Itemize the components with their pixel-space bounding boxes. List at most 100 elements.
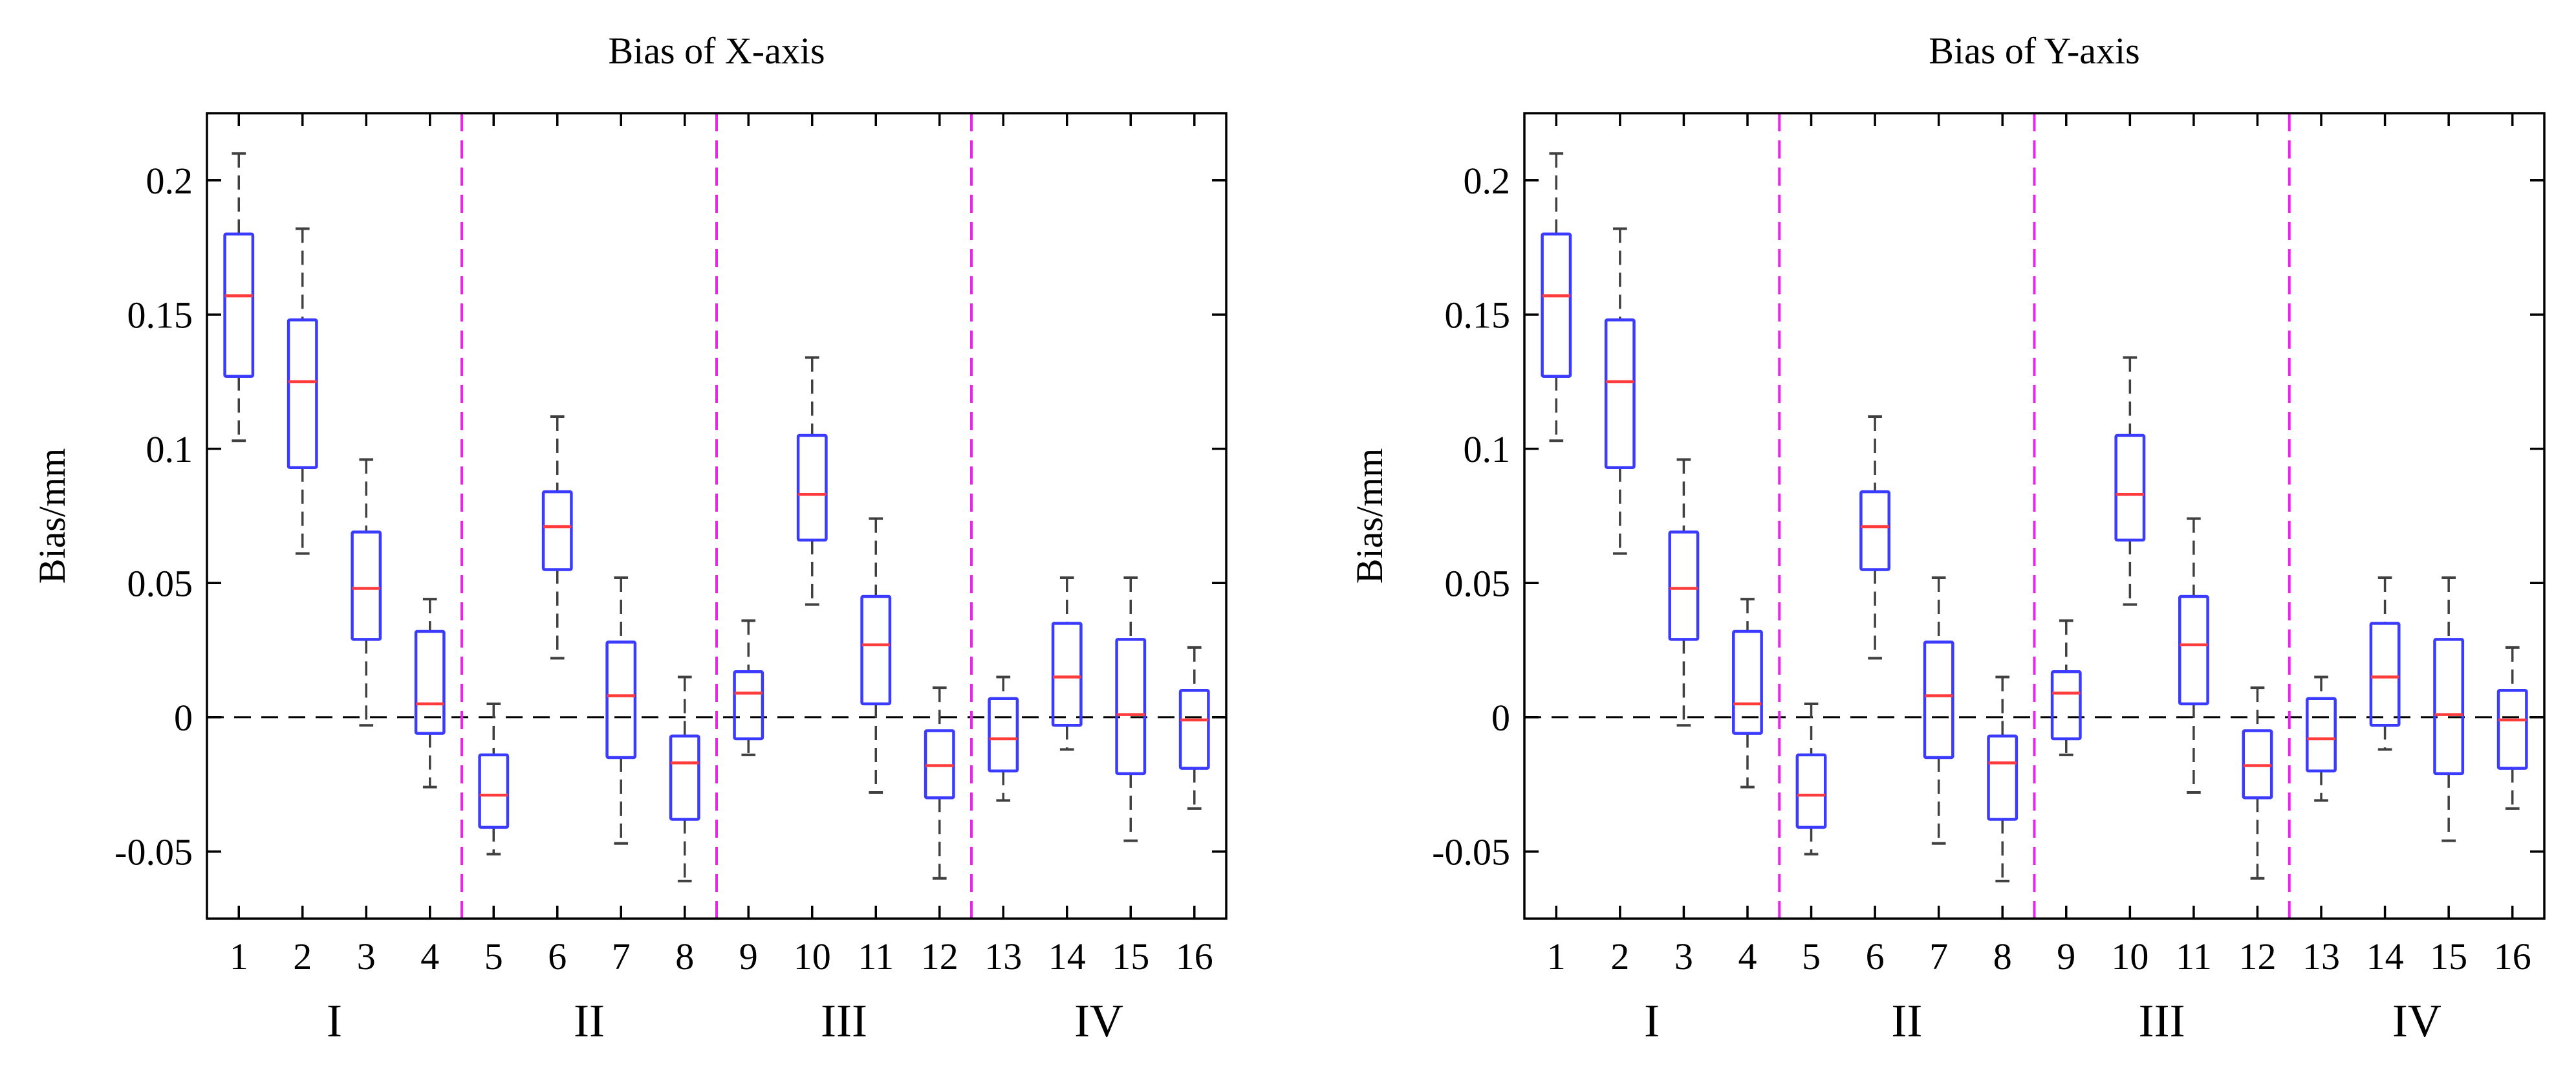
box-4: [414, 598, 446, 789]
box-12: [2242, 686, 2273, 880]
x-tick-label: 1: [230, 935, 248, 977]
x-tick-label: 4: [420, 935, 439, 977]
iqr-box: [2178, 595, 2209, 706]
iqr-box: [1795, 753, 1827, 829]
x-tick-label: 2: [293, 935, 312, 977]
box-6: [541, 415, 573, 660]
x-tick-label: 14: [1048, 935, 1086, 977]
x-tick-label: 10: [2111, 935, 2148, 977]
y-tick-label: 0.1: [146, 428, 193, 470]
y-tick-label: 0.1: [1464, 428, 1511, 470]
y-tick-label: -0.05: [114, 831, 193, 873]
x-tick-label: 7: [1929, 935, 1948, 977]
y-tick-label: 0: [1491, 697, 1510, 739]
iqr-box: [1115, 638, 1147, 776]
iqr-box: [2050, 670, 2082, 741]
x-tick-label: 6: [548, 935, 567, 977]
x-tick-label: 12: [2238, 935, 2276, 977]
group-label-III: III: [821, 995, 867, 1047]
box-15: [1115, 576, 1147, 842]
x-tick-label: 1: [1547, 935, 1566, 977]
y-tick-label: 0.05: [127, 562, 193, 604]
iqr-box: [2369, 622, 2401, 727]
box-1: [223, 152, 255, 442]
box-16: [1178, 646, 1210, 810]
iqr-box: [478, 753, 510, 829]
x-tick-label: 6: [1866, 935, 1885, 977]
iqr-box: [2496, 689, 2528, 770]
x-tick-label: 15: [1112, 935, 1149, 977]
chart-title: Bias of X-axis: [608, 30, 825, 72]
box-8: [1987, 675, 2019, 882]
box-5: [1795, 703, 1827, 856]
iqr-box: [351, 530, 382, 641]
box-13: [2306, 675, 2337, 802]
box-16: [2496, 646, 2528, 810]
box-9: [733, 619, 764, 756]
iqr-box: [796, 433, 828, 542]
iqr-box: [1668, 530, 1700, 641]
iqr-box: [605, 640, 637, 759]
x-tick-label: 16: [2494, 935, 2531, 977]
box-10: [796, 356, 828, 606]
iqr-box: [2433, 638, 2465, 776]
x-tick-label: 13: [984, 935, 1022, 977]
plot-frame: [206, 112, 1228, 920]
box-3: [1668, 458, 1700, 727]
box-6: [1859, 415, 1891, 660]
box-14: [2369, 576, 2401, 751]
box-10: [2114, 356, 2146, 606]
iqr-box: [1178, 689, 1210, 770]
box-12: [924, 686, 955, 880]
y-tick-label: 0.05: [1445, 562, 1511, 604]
iqr-box: [988, 697, 1019, 772]
x-tick-label: 11: [858, 935, 894, 977]
x-tick-label: 3: [357, 935, 376, 977]
box-2: [1604, 227, 1636, 555]
iqr-box: [1604, 318, 1636, 470]
box-2: [287, 227, 318, 555]
x-tick-label: 2: [1610, 935, 1629, 977]
x-tick-label: 5: [484, 935, 503, 977]
box-11: [860, 517, 892, 794]
x-tick-label: 12: [921, 935, 958, 977]
x-tick-label: 13: [2302, 935, 2340, 977]
box-3: [351, 458, 382, 727]
y-axis-label: Bias/mm: [31, 448, 73, 584]
group-label-I: I: [327, 995, 342, 1047]
group-label-IV: IV: [1074, 995, 1123, 1047]
group-label-IV: IV: [2392, 995, 2441, 1047]
box-7: [605, 576, 637, 845]
plot-frame: [1523, 112, 2546, 920]
x-tick-label: 8: [675, 935, 694, 977]
iqr-box: [287, 318, 318, 470]
iqr-box: [1859, 490, 1891, 571]
iqr-box: [669, 734, 700, 821]
iqr-box: [1987, 734, 2019, 821]
x-tick-label: 8: [1993, 935, 2012, 977]
y-tick-label: -0.05: [1432, 831, 1510, 873]
iqr-box: [1541, 232, 1572, 378]
x-tick-label: 16: [1176, 935, 1213, 977]
iqr-box: [1732, 629, 1763, 735]
iqr-box: [1923, 640, 1954, 759]
y-axis-label: Bias/mm: [1348, 448, 1391, 584]
x-tick-label: 9: [2057, 935, 2075, 977]
x-tick-label: 14: [2366, 935, 2404, 977]
x-tick-label: 4: [1738, 935, 1757, 977]
box-9: [2050, 619, 2082, 756]
y-tick-label: 0.15: [127, 294, 193, 336]
group-label-III: III: [2139, 995, 2185, 1047]
box-11: [2178, 517, 2209, 794]
box-13: [988, 675, 1019, 802]
panel-bias-x: Bias of X-axis Bias/mm -0.05 0 0.05 0.1 0.15 0.…: [31, 30, 1228, 1047]
y-tick-label: 0.2: [146, 160, 193, 202]
box-15: [2433, 576, 2465, 842]
x-tick-label: 10: [794, 935, 831, 977]
x-tick-label: 7: [612, 935, 631, 977]
iqr-box: [414, 629, 446, 735]
group-label-I: I: [1644, 995, 1660, 1047]
iqr-box: [1051, 622, 1083, 727]
box-5: [478, 703, 510, 856]
